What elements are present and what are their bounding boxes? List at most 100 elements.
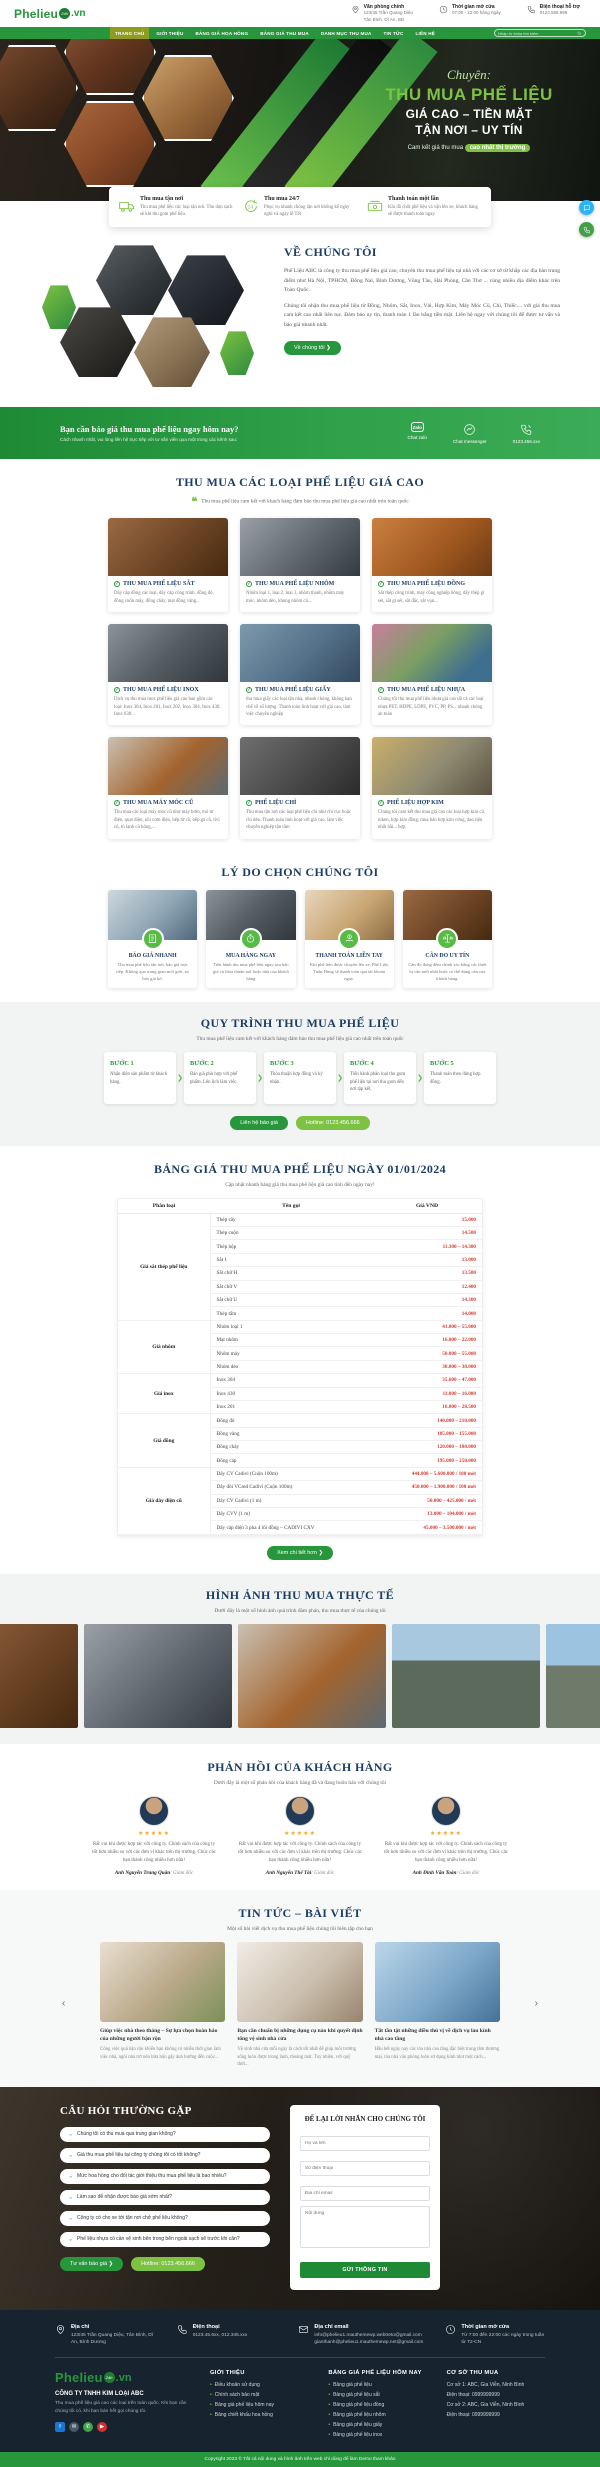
category-card-nhom[interactable]: ✓ THU MUA PHẾ LIỆU NHÔM Nhôm loại 1, loại… (240, 518, 360, 613)
news-post[interactable]: Giúp việc nhà theo tháng – Sự lựa chọn h… (100, 1941, 226, 2069)
category-card-chi[interactable]: ✓ PHẾ LIỆU CHÌ Thu mua tận nơi các loại p… (240, 737, 360, 839)
feature-title: Thanh toán một lần (388, 196, 439, 202)
price-item-name: Sắt 1 (210, 1253, 372, 1268)
content-field[interactable] (300, 2205, 430, 2248)
facebook-icon[interactable]: f (55, 2422, 65, 2433)
price-item-name: Đồng cháy (210, 1440, 372, 1455)
name-field[interactable] (300, 2135, 430, 2151)
price-item-value: 14.500 (372, 1226, 482, 1241)
category-desc: Dây cáp đồng các loại, dây cáp công trìn… (114, 591, 214, 604)
news-post[interactable]: Tất tần tật những điều thú vị về dịch vụ… (374, 1941, 500, 2069)
faq-hotline-button[interactable]: Hotline: 0123.456.666 (131, 2256, 205, 2271)
faq-question[interactable]: ⌄ Công ty có cho xe tới tận nơi chở phế l… (60, 2210, 270, 2226)
news-post[interactable]: Bạn cần chuẩn bị những dụng cụ nào khi q… (237, 1941, 363, 2069)
nav-item-news[interactable]: TIN TỨC (383, 30, 404, 36)
testimonial-card: ★★★★★ Rất vui khi được hợp tác với công … (90, 1795, 218, 1876)
footer-link[interactable]: • Bảng chiết khấu hoa hồng (210, 2412, 273, 2419)
step-desc: Thanh toán theo đúng hợp đồng. (430, 1072, 481, 1085)
table-row: Đồng cháy 120.000 – 180.000 (118, 1440, 482, 1455)
footer-link[interactable]: • Bảng giá phế liệu (328, 2382, 372, 2389)
footer-link-text: Bảng giá phế liệu hôm nay (214, 2402, 274, 2409)
table-row: Sắt chữ H 13.500 (118, 1266, 482, 1281)
search-box[interactable] (494, 29, 586, 37)
hotline-button[interactable]: Hotline: 0123.456.666 (295, 1115, 370, 1130)
svg-text:24: 24 (248, 205, 254, 211)
about-more-button[interactable]: Về chúng tôi ❯ (284, 341, 341, 356)
footer-link[interactable]: • Bảng giá phế liệu sắt (328, 2392, 380, 2399)
site-logo[interactable]: Phelieu 24h .vn (14, 7, 86, 21)
reason-title: CÂN ĐO UY TÍN (425, 952, 470, 959)
carousel-next-icon[interactable]: › (534, 1998, 538, 2010)
post-image (374, 1941, 500, 2022)
footer-link[interactable]: • Chính sách bảo mật (210, 2392, 260, 2399)
gallery-carousel[interactable] (0, 1623, 600, 1728)
about-section: VỀ CHÚNG TÔI Phế Liệu ABC là công ty thu… (0, 227, 600, 395)
nav-item-contact[interactable]: LIÊN HỆ (415, 30, 436, 36)
view-details-button[interactable]: Xem chi tiết hơn ❯ (266, 1545, 334, 1560)
price-item-name: Dây CV Cadivi (1 m) (210, 1494, 372, 1508)
search-input[interactable] (498, 30, 578, 36)
footer-col-prices: BẢNG GIÁ PHẾ LIỆU HÔM NAY • Bảng giá phế … (328, 2370, 426, 2442)
chat-zalo-button[interactable]: Zalo Chat zalo (408, 422, 427, 444)
gallery-subtitle: Dưới đây là một số hình ảnh quá trình đà… (214, 1607, 386, 1614)
email-icon[interactable]: ✉ (69, 2422, 79, 2433)
footer-link[interactable]: • Bảng giá phế liệu đồng (328, 2402, 385, 2409)
footer-logo[interactable]: Phelieu 24h .vn (55, 2370, 160, 2385)
nav-item-home[interactable]: TRANG CHỦ (110, 27, 150, 39)
search-icon[interactable] (577, 31, 582, 36)
phone-icon[interactable]: ✆ (83, 2422, 93, 2433)
news-subtitle: Một số bài viết dịch vụ thu mua phế liệu… (227, 1925, 373, 1932)
category-card-nhua[interactable]: ✓ THU MUA PHẾ LIỆU NHỰA Chúng tôi thu mua… (372, 624, 492, 726)
footer-contact-label: Điện thoại (192, 2323, 220, 2330)
rating-stars: ★★★★★ (430, 1830, 462, 1837)
category-desc: Chúng tôi thu mua phế liệu nhựa giá cao … (378, 697, 484, 718)
send-info-button[interactable]: GỬI THÔNG TIN (300, 2261, 430, 2278)
floating-phone-button[interactable] (579, 222, 594, 237)
nav-item-about[interactable]: GIỚI THIỆU (156, 30, 184, 36)
footer-link[interactable]: • Bảng giá phế liệu giấy (328, 2422, 383, 2429)
category-desc: Thu mua tận nơi các loại phế liệu chì nh… (246, 810, 352, 831)
table-row: Inox 430 11.000 – 16.000 (118, 1387, 482, 1401)
consult-quote-button[interactable]: Tư vấn báo giá ❯ (60, 2256, 124, 2271)
footer-link[interactable]: • Bảng giá phế liệu inox (328, 2432, 383, 2439)
check-circle-icon: ✓ (378, 800, 384, 807)
phone-icon (583, 226, 590, 233)
truck-icon (119, 202, 135, 212)
footer-link[interactable]: • Bảng giá phế liệu nhôm (328, 2412, 386, 2419)
step-desc: Nhận diện sản phẩm từ khách hàng. (110, 1072, 168, 1085)
footer-link-text: Bảng giá phế liệu inox (333, 2432, 383, 2439)
chat-messenger-button[interactable]: Chat messenger (453, 422, 487, 444)
youtube-icon[interactable]: ▶ (97, 2422, 107, 2433)
footer-link[interactable]: • Điều khoản sử dụng (210, 2382, 260, 2389)
footer-link[interactable]: • Bảng giá phế liệu hôm nay (210, 2402, 274, 2409)
faq-question[interactable]: ⌄ Mức hoa hồng cho đối tác giới thiệu thu… (60, 2168, 270, 2184)
nav-item-catalog[interactable]: DANH MỤC THU MUA (320, 30, 372, 36)
faq-question[interactable]: ⌄ Phế liệu nhựa có cần vệ sinh bên trong … (60, 2231, 270, 2247)
faq-question[interactable]: ⌄ Giá thu mua phế liệu tại công ty chúng … (60, 2147, 270, 2163)
reason-title: THANH TOÁN LIỀN TAY (315, 952, 383, 959)
customer-name: Anh Đinh Văn Toàn (412, 1869, 457, 1876)
hexagon-accent (220, 331, 254, 376)
phone-field[interactable] (300, 2160, 430, 2176)
faq-question[interactable]: ⌄ Chúng tôi có thu mua qua trung gian khô… (60, 2126, 270, 2142)
email-field[interactable] (300, 2185, 430, 2201)
nav-item-commission[interactable]: BẢNG GIÁ HOA HỒNG (195, 30, 249, 36)
zalo-icon: Zalo (410, 422, 424, 433)
contact-quote-button[interactable]: Liên hệ báo giá (230, 1115, 288, 1130)
faq-question[interactable]: ⌄ Làm sao để nhận được báo giá sớm nhất? (60, 2189, 270, 2205)
gallery-section: HÌNH ẢNH THU MUA THỰC TẾ Dưới đây là một… (0, 1573, 600, 1744)
floating-chat-button[interactable] (579, 200, 594, 215)
about-title: VỀ CHÚNG TÔI (284, 245, 377, 260)
category-card-hopkim[interactable]: ✓ PHẾ LIỆU HỢP KIM Chúng tôi cam kết thu … (372, 737, 492, 839)
category-card-sat[interactable]: ✓ THU MUA PHẾ LIỆU SẮT Dây cáp đồng các l… (108, 518, 228, 613)
call-phone-button[interactable]: 0123.456.xxx (513, 422, 540, 444)
category-card-inox[interactable]: ✓ THU MUA PHẾ LIỆU INOX Dịch vụ thu mua i… (108, 624, 228, 726)
category-card-giay[interactable]: ✓ THU MUA PHẾ LIỆU GIẤY thu mua giấy các … (240, 624, 360, 726)
footer-link-text: Bảng giá phế liệu đồng (333, 2402, 385, 2409)
nav-item-prices[interactable]: BẢNG GIÁ THU MUA (260, 30, 309, 36)
category-card-dong[interactable]: ✓ THU MUA PHẾ LIỆU ĐỒNG Sắt thép công trì… (372, 518, 492, 613)
category-card-maymoc[interactable]: ✓ THU MUA MÁY MÓC CŨ Thu mua các loại máy… (108, 737, 228, 839)
contact-label: Điện thoại hỗ trợ (539, 3, 580, 10)
process-step-2: BƯỚC 2 Báo giá phù hợp với phế phẩm. Lên… (184, 1052, 256, 1104)
carousel-prev-icon[interactable]: ‹ (62, 1998, 66, 2010)
